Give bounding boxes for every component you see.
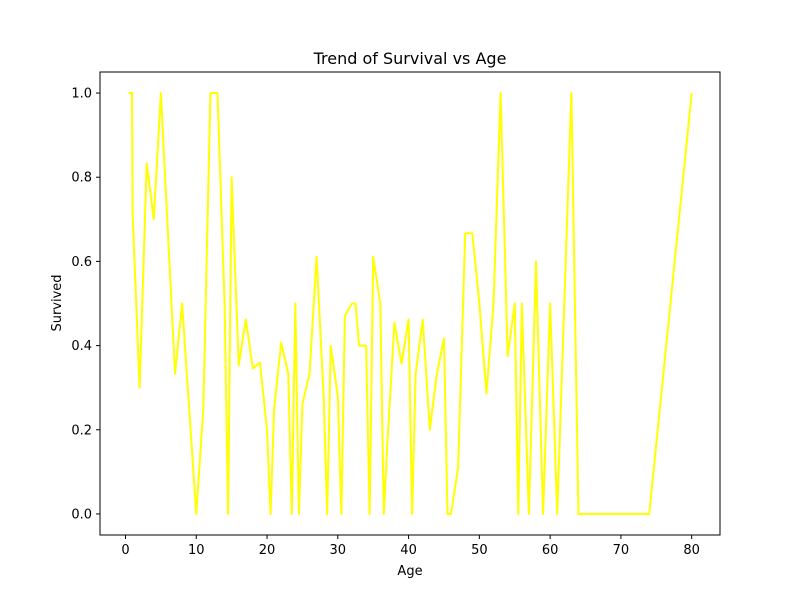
y-tick-label: 1.0: [71, 87, 92, 102]
x-tick-label: 60: [542, 543, 559, 558]
x-tick-label: 40: [400, 543, 417, 558]
x-tick-label: 80: [683, 543, 700, 558]
x-tick-label: 10: [188, 543, 205, 558]
plot-area: [99, 71, 721, 536]
y-tick-label: 0.8: [71, 171, 92, 186]
x-tick-label: 0: [121, 543, 129, 558]
x-tick-label: 30: [330, 543, 347, 558]
x-tick-label: 50: [471, 543, 488, 558]
series-line-0: [128, 92, 693, 515]
y-tick-label: 0.6: [71, 255, 92, 270]
x-axis-label: Age: [397, 564, 422, 579]
axes-frame: [99, 71, 721, 536]
y-tick-label: 0.4: [71, 339, 92, 354]
chart-title: Trend of Survival vs Age: [313, 49, 507, 68]
x-tick-label: 70: [613, 543, 630, 558]
y-tick-label: 0.0: [71, 507, 92, 522]
y-axis-ticks: 0.0 0.2 0.4 0.6 0.8 1.0: [71, 87, 100, 522]
x-axis-ticks: 0 10 20 30 40 50 60 70 80: [121, 535, 700, 558]
y-axis-label: Survived: [50, 274, 65, 331]
y-tick-label: 0.2: [71, 423, 92, 438]
x-tick-label: 20: [259, 543, 276, 558]
